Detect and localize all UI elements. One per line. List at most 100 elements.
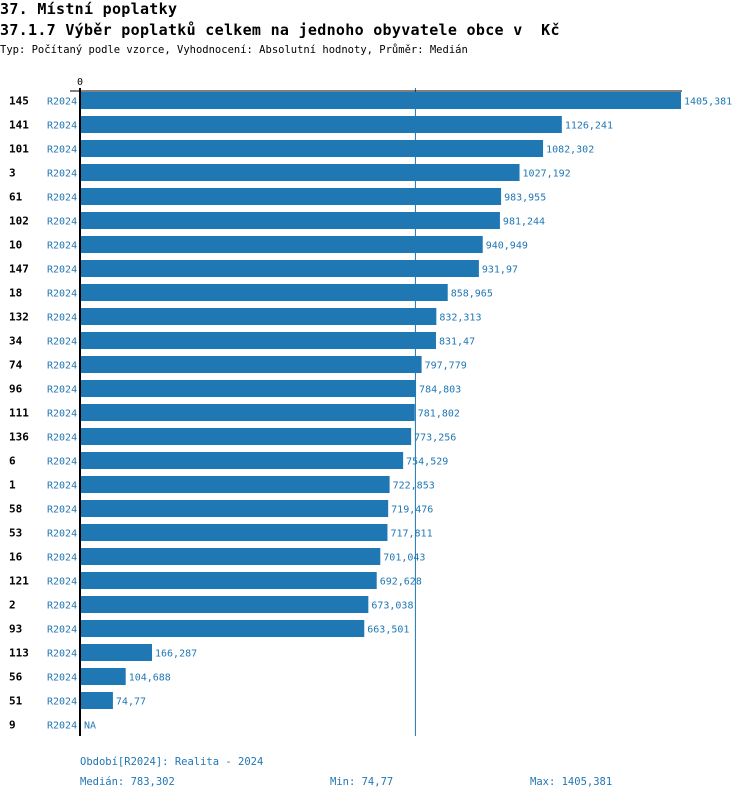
category-label: 34 (9, 335, 23, 348)
value-label: 858,965 (451, 289, 493, 300)
bar (81, 428, 412, 445)
bar (81, 260, 479, 277)
category-label: 16 (9, 551, 23, 564)
bar (81, 476, 390, 493)
category-label: 10 (9, 239, 22, 252)
value-label: 1082,302 (546, 145, 594, 156)
series-label: R2024 (47, 193, 77, 204)
value-label: 940,949 (486, 241, 528, 252)
footer-min: Min: 74,77 (330, 776, 394, 788)
series-label: R2024 (47, 529, 77, 540)
page-title: 37. Místní poplatky (0, 0, 178, 18)
bar (81, 188, 502, 205)
series-label: R2024 (47, 697, 77, 708)
value-label: 692,628 (380, 577, 422, 588)
bar (81, 236, 483, 253)
value-label: 717,811 (390, 529, 432, 540)
bar (81, 644, 152, 661)
category-label: 93 (9, 623, 22, 636)
series-label: R2024 (47, 505, 77, 516)
footer-max: Max: 1405,381 (530, 776, 613, 788)
category-label: 132 (9, 311, 29, 324)
bar (81, 92, 681, 109)
category-label: 18 (9, 287, 22, 300)
category-label: 2 (9, 599, 16, 612)
bar (81, 356, 422, 373)
value-label: 1405,381 (684, 97, 732, 108)
footer-median: Medián: 783,302 (80, 776, 175, 788)
series-label: R2024 (47, 313, 77, 324)
category-label: 74 (9, 359, 23, 372)
bar (81, 308, 437, 325)
series-label: R2024 (47, 385, 77, 396)
series-label: R2024 (47, 601, 77, 612)
value-label: 1027,192 (523, 169, 571, 180)
series-label: R2024 (47, 265, 77, 276)
series-label: R2024 (47, 337, 77, 348)
bar (81, 572, 377, 589)
value-label: 663,501 (367, 625, 409, 636)
bar (81, 548, 381, 565)
value-label: NA (84, 721, 96, 732)
bar (81, 284, 448, 301)
bar (81, 620, 365, 637)
series-label: R2024 (47, 409, 77, 420)
bar (81, 524, 388, 541)
x-tick-label: 0 (77, 77, 83, 88)
category-label: 1 (9, 479, 16, 492)
category-label: 141 (9, 119, 29, 132)
category-label: 58 (9, 503, 22, 516)
footer-period: Období[R2024]: Realita - 2024 (80, 756, 264, 768)
bar (81, 596, 369, 613)
category-label: 121 (9, 575, 29, 588)
category-label: 96 (9, 383, 23, 396)
series-label: R2024 (47, 721, 77, 732)
category-label: 111 (9, 407, 29, 420)
bar (81, 404, 415, 421)
category-label: 136 (9, 431, 29, 444)
value-label: 832,313 (439, 313, 481, 324)
series-label: R2024 (47, 361, 77, 372)
value-label: 983,955 (504, 193, 546, 204)
category-label: 6 (9, 455, 16, 468)
bar (81, 164, 520, 181)
bar (81, 500, 389, 517)
category-label: 53 (9, 527, 22, 540)
value-label: 1126,241 (565, 121, 613, 132)
series-label: R2024 (47, 97, 77, 108)
value-label: 831,47 (439, 337, 475, 348)
value-label: 74,77 (116, 697, 146, 708)
category-label: 147 (9, 263, 29, 276)
category-label: 56 (9, 671, 23, 684)
series-label: R2024 (47, 241, 77, 252)
bar (81, 452, 404, 469)
bar (81, 380, 417, 397)
category-label: 101 (9, 143, 29, 156)
category-label: 102 (9, 215, 29, 228)
value-label: 981,244 (503, 217, 545, 228)
value-label: 781,802 (418, 409, 460, 420)
series-label: R2024 (47, 553, 77, 564)
category-label: 61 (9, 191, 23, 204)
bar (81, 212, 500, 229)
series-label: R2024 (47, 649, 77, 660)
chart-description: Typ: Počítaný podle vzorce, Vyhodnocení:… (0, 44, 468, 56)
series-label: R2024 (47, 145, 77, 156)
series-label: R2024 (47, 121, 77, 132)
series-label: R2024 (47, 289, 77, 300)
bar (81, 668, 126, 685)
value-label: 719,476 (391, 505, 433, 516)
series-label: R2024 (47, 433, 77, 444)
chart-title: 37.1.7 Výběr poplatků celkem na jednoho … (0, 21, 560, 39)
series-label: R2024 (47, 577, 77, 588)
category-label: 113 (9, 647, 29, 660)
series-label: R2024 (47, 673, 77, 684)
value-label: 754,529 (406, 457, 448, 468)
value-label: 104,688 (129, 673, 171, 684)
series-label: R2024 (47, 169, 77, 180)
series-label: R2024 (47, 481, 77, 492)
value-label: 166,287 (155, 649, 197, 660)
value-label: 673,038 (371, 601, 413, 612)
category-label: 3 (9, 167, 16, 180)
